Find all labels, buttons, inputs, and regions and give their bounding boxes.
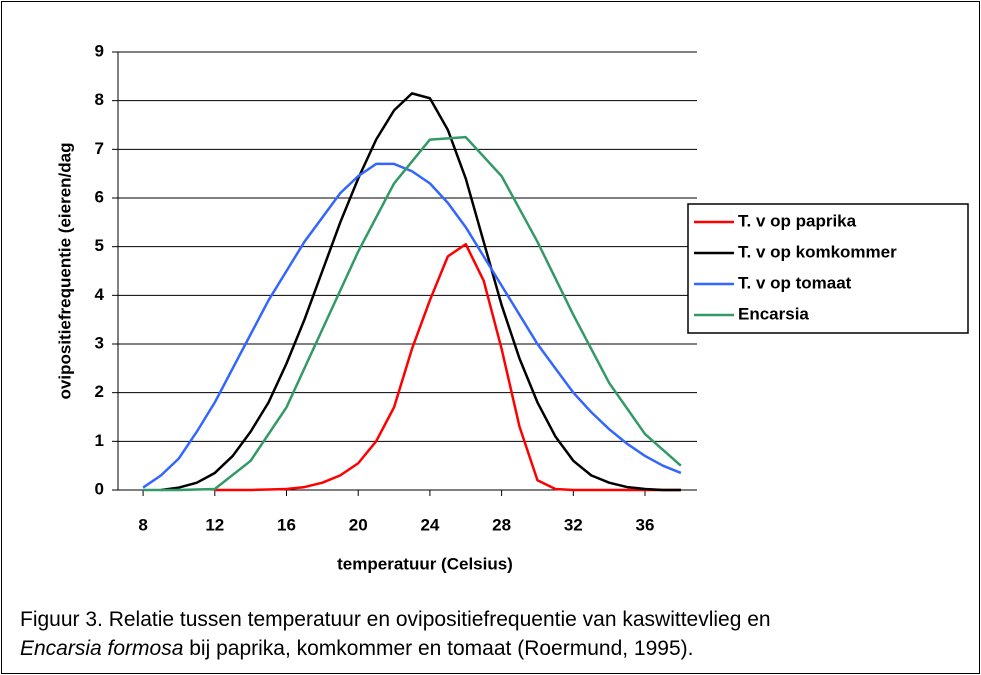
y-tick-label: 7 — [95, 139, 104, 158]
x-tick-label: 28 — [492, 515, 511, 534]
y-tick-label: 0 — [95, 479, 104, 498]
caption-rest: bij paprika, komkommer en tomaat (Roermu… — [183, 637, 694, 660]
series-line — [142, 162, 682, 489]
y-tick-label: 9 — [95, 41, 104, 60]
chart: temperatuur (Celsius) ovipositiefrequent… — [55, 41, 969, 573]
legend-label: T. v op komkommer — [738, 242, 897, 261]
x-tick-label: 16 — [277, 515, 296, 534]
y-tick-label: 1 — [95, 431, 104, 450]
legend-label: T. v op paprika — [738, 211, 857, 230]
y-tick-label: 3 — [95, 333, 104, 352]
legend-label: Encarsia — [738, 304, 809, 323]
y-tick-label: 4 — [95, 285, 105, 304]
y-tick-label: 5 — [95, 236, 104, 255]
y-tick-label: 2 — [95, 382, 104, 401]
series-line — [214, 242, 681, 492]
x-tick-label: 20 — [349, 515, 368, 534]
series-line — [160, 92, 681, 492]
y-axis-label: ovipositiefrequentie (eieren/dag — [55, 143, 74, 400]
legend-label: T. v op tomaat — [738, 273, 852, 292]
x-tick-label: 24 — [420, 515, 439, 534]
y-tick-label: 8 — [95, 90, 104, 109]
x-tick-label: 12 — [205, 515, 224, 534]
legend-box — [687, 203, 969, 334]
x-axis-label: temperatuur (Celsius) — [337, 554, 513, 573]
caption-line: Figuur 3. Relatie tussen temperatuur en … — [20, 608, 771, 631]
y-tick-label: 6 — [95, 187, 104, 206]
caption: Figuur 3. Relatie tussen temperatuur en … — [20, 605, 771, 663]
x-tick-label: 36 — [636, 515, 655, 534]
caption-italic: Encarsia formosa — [20, 637, 184, 660]
series-line — [143, 135, 682, 492]
x-tick-label: 8 — [138, 515, 147, 534]
x-tick-label: 32 — [564, 515, 583, 534]
